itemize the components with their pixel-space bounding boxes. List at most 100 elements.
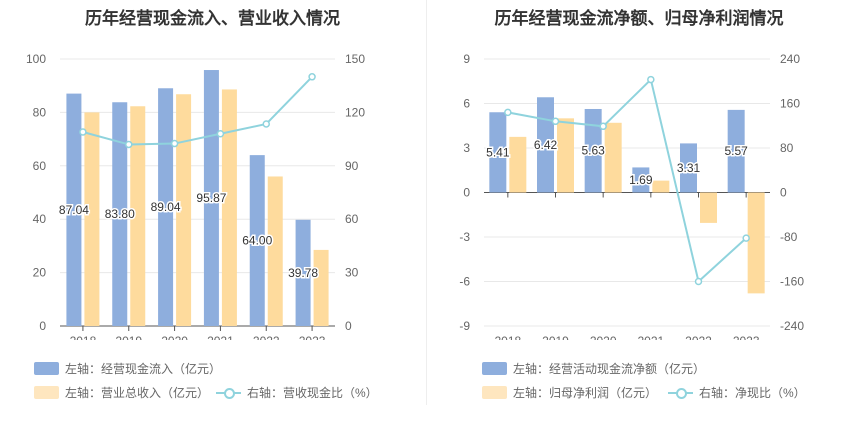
bar-secondary — [221, 89, 237, 326]
left-axis-tick-label: 0 — [39, 319, 46, 333]
x-axis-tick-label: 2022 — [685, 334, 712, 340]
left-axis-tick-label: -3 — [459, 230, 470, 244]
legend-label: 左轴：归母净利润（亿元） — [513, 386, 658, 400]
line-point — [262, 120, 270, 128]
x-axis-tick-label: 2019 — [542, 334, 569, 340]
bar-data-label: 5.63 — [581, 144, 605, 158]
line-point — [742, 234, 750, 242]
bar-secondary — [130, 106, 146, 326]
left-axis-tick-label: 0 — [463, 186, 470, 200]
legend-item-net-cash-ratio[interactable]: 右轴：净现比（%） — [668, 384, 806, 401]
bar-data-label: 83.80 — [105, 207, 135, 221]
x-axis-tick-label: 2020 — [590, 334, 617, 340]
bar-data-label: 39.78 — [288, 266, 318, 280]
bar-primary — [295, 219, 311, 326]
x-axis-tick-label: 2022 — [253, 334, 280, 340]
x-axis-tick-label: 2018 — [70, 334, 97, 340]
legend-label: 右轴：营收现金比（%） — [247, 386, 378, 400]
bar-primary — [249, 155, 265, 326]
bar-primary — [66, 93, 82, 326]
bar-data-label: 6.42 — [534, 138, 558, 152]
x-axis-tick-label: 2023 — [733, 334, 760, 340]
line-point — [170, 139, 179, 148]
legend-label: 左轴：经营活动现金流净额（亿元） — [513, 362, 706, 376]
series-line — [82, 76, 313, 146]
chart-plot-area: 0 20 40 60 80 100 0 30 60 90 120 150 2018 2019 2020 202… — [26, 52, 365, 340]
right-axis-tick-label: 120 — [345, 105, 365, 119]
line-point — [79, 128, 87, 136]
right-axis-tick-label: 0 — [345, 319, 352, 333]
legend-swatch — [34, 386, 59, 399]
legend-item-cash-ratio[interactable]: 右轴：营收现金比（%） — [216, 384, 378, 401]
bar-primary — [727, 109, 745, 193]
legend-label: 右轴：净现比（%） — [699, 386, 806, 400]
left-axis-tick-label: -9 — [459, 319, 470, 333]
right-axis-tick-label: 160 — [780, 97, 800, 111]
line-point — [308, 73, 316, 81]
bar-secondary — [267, 176, 283, 326]
legend-label: 左轴：经营现金流入（亿元） — [65, 362, 222, 376]
bar-primary — [112, 102, 128, 326]
chart-panel-net-cashflow: 历年经营现金流净额、归母净利润情况 -9 -6 -3 0 3 6 9 -240 -160 -80 0… — [428, 0, 850, 437]
bar-primary — [632, 167, 650, 193]
legend-swatch — [34, 362, 59, 375]
left-axis-tick-label: 100 — [26, 52, 46, 66]
line-point — [504, 108, 512, 117]
x-axis-tick-label: 2023 — [299, 334, 326, 340]
legend-item-net-cashflow[interactable]: 左轴：经营活动现金流净额（亿元） — [482, 360, 705, 377]
line-point — [216, 130, 225, 138]
right-axis-tick-label: 150 — [345, 52, 365, 66]
legend-item-net-profit[interactable]: 左轴：归母净利润（亿元） — [482, 384, 657, 401]
legend-line-swatch — [216, 386, 241, 399]
left-axis-tick-label: 60 — [33, 159, 47, 173]
bar-secondary — [604, 122, 622, 193]
right-axis-tick-label: 0 — [780, 186, 787, 200]
bar-data-label: 89.04 — [151, 200, 181, 214]
line-point — [694, 277, 703, 286]
right-axis-tick-label: 30 — [345, 266, 359, 280]
left-axis-tick-label: 9 — [463, 52, 470, 66]
legend-swatch — [482, 386, 507, 399]
legend-item-revenue[interactable]: 左轴：营业总收入（亿元） — [34, 384, 209, 401]
bar-secondary — [557, 118, 574, 193]
left-axis-tick-label: 80 — [33, 105, 47, 119]
line-point — [125, 140, 133, 149]
line-point — [647, 75, 655, 84]
right-axis-tick-label: -160 — [780, 275, 804, 289]
bar-data-label: 5.41 — [486, 145, 510, 159]
right-axis-tick-label: 240 — [780, 52, 800, 66]
left-axis-tick-label: -6 — [459, 275, 470, 289]
bar-primary — [158, 88, 174, 326]
bar-secondary — [509, 136, 527, 193]
bar-data-label: 87.04 — [59, 203, 89, 217]
bar-primary — [584, 108, 602, 193]
bar-secondary — [84, 112, 100, 327]
chart-title: 历年经营现金流入、营业收入情况 — [85, 9, 340, 28]
bar-primary — [680, 143, 697, 193]
bar-data-label: 5.57 — [724, 144, 748, 158]
left-axis-tick-label: 40 — [33, 212, 47, 226]
legend-label: 左轴：营业总收入（亿元） — [65, 386, 210, 400]
left-axis-tick-label: 20 — [33, 266, 47, 280]
x-axis-tick-label: 2019 — [115, 334, 142, 340]
bar-secondary — [313, 249, 329, 326]
right-axis-tick-label: 60 — [345, 212, 359, 226]
bar-primary — [489, 112, 507, 193]
left-axis-tick-label: 6 — [463, 97, 470, 111]
chart-plot-area: -9 -6 -3 0 3 6 9 -240 -160 -80 0 80 160 240 2018 2019 20… — [459, 52, 804, 340]
x-axis-tick-label: 2021 — [637, 334, 664, 340]
legend-item-cash-inflow[interactable]: 左轴：经营现金流入（亿元） — [34, 360, 221, 377]
legend-swatch — [482, 362, 507, 375]
bar-secondary — [700, 192, 717, 223]
bar-data-label: 64.00 — [242, 234, 272, 248]
line-point — [599, 122, 607, 131]
legend-line-swatch — [668, 386, 693, 399]
bar-data-label: 95.87 — [196, 191, 226, 205]
bar-secondary — [652, 180, 670, 193]
right-axis-tick-label: 90 — [345, 159, 359, 173]
right-axis-tick-label: -240 — [780, 319, 804, 333]
bar-secondary — [747, 192, 765, 294]
left-axis-tick-label: 3 — [463, 141, 470, 155]
chart-title: 历年经营现金流净额、归母净利润情况 — [494, 9, 784, 28]
right-axis-tick-label: 80 — [780, 141, 794, 155]
